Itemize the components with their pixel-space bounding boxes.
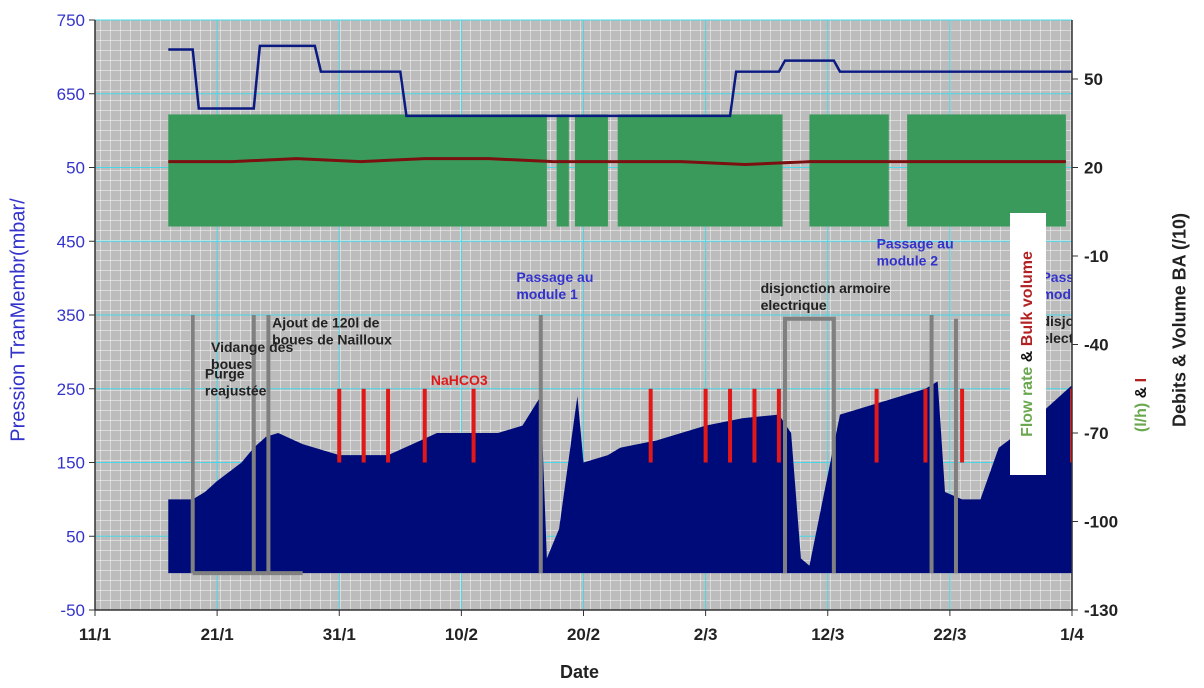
legend-flow-rate: Flow rate <box>1019 366 1036 437</box>
annotation-line: disjonction armoire <box>761 280 891 296</box>
y-left-tick-label: 50 <box>66 159 85 178</box>
annotation-nahco3: NaHCO3 <box>431 372 488 388</box>
legend-amp-2: & <box>1133 386 1150 399</box>
bulk-volume-line <box>168 157 1066 167</box>
annotation-line: module 2 <box>877 253 939 269</box>
flow-rate-block <box>168 114 547 227</box>
legend: Flow rate & Bulk volume <box>1010 213 1046 475</box>
x-tick-label: 20/2 <box>567 625 600 644</box>
y-left-tick-label: 250 <box>57 380 85 399</box>
y-right-tick-label: -40 <box>1084 336 1109 355</box>
annotation-disjonction1: disjonction armoire electrique <box>761 280 891 313</box>
annotation-line: NaHCO3 <box>431 372 488 388</box>
y-axis-left-title-wrap: Pression TranMembr(mbar/ <box>2 20 36 620</box>
x-tick-label: 21/1 <box>201 625 234 644</box>
annotation-line: electrique <box>1041 330 1107 346</box>
disjonction-frame <box>783 316 836 574</box>
y-axis-right-title-wrap: Debits & Volume BA (/10) <box>1160 100 1200 540</box>
flow-rate-block <box>617 114 783 227</box>
pressure-area <box>168 381 1072 574</box>
annotation-disjonction2: disjonction arm electrique <box>1041 313 1145 346</box>
x-tick-label: 12/3 <box>811 625 844 644</box>
y-left-tick-label: 650 <box>57 85 85 104</box>
y-left-tick-label: -50 <box>60 601 85 620</box>
annotation-passage1b: Passage au module 1 <box>1041 269 1118 302</box>
y-left-tick-label: 150 <box>57 454 85 473</box>
y-right-tick-label: 20 <box>1084 159 1103 178</box>
annotation-line: boues de Nailloux <box>272 332 392 348</box>
flow-rate-block <box>907 114 1066 227</box>
legend-bulk-volume: Bulk volume <box>1019 251 1036 347</box>
annotation-line: reajustée <box>205 382 267 398</box>
annotation-passage2: Passage au module 2 <box>877 236 954 269</box>
annotation-line: module 1 <box>1041 286 1103 302</box>
x-tick-label: 31/1 <box>323 625 356 644</box>
x-tick-label: 22/3 <box>933 625 966 644</box>
legend-amp-1: & <box>1019 350 1036 363</box>
y-right-tick-label: -70 <box>1084 424 1109 443</box>
x-tick-label: 11/1 <box>79 625 111 644</box>
level-line <box>168 44 1072 118</box>
x-tick-label: 1/4 <box>1060 625 1084 644</box>
annotation-purge: Purge reajustée <box>205 365 267 398</box>
annotation-line: module 1 <box>516 286 578 302</box>
y-left-tick-label: 350 <box>57 306 85 325</box>
y-right-tick-label: -130 <box>1084 601 1118 620</box>
legend-unit-lh: (l/h) <box>1133 402 1150 433</box>
annotation-line: electrique <box>761 297 827 313</box>
x-tick-label: 2/3 <box>694 625 718 644</box>
annotation-line: Vidange des <box>211 339 293 355</box>
y-axis-right-title: Debits & Volume BA (/10) <box>1169 212 1190 428</box>
y-right-tick-label: -100 <box>1084 513 1118 532</box>
y-left-tick-label: 750 <box>57 11 85 30</box>
flow-rate-block <box>574 114 608 227</box>
flow-rate-block <box>809 114 889 227</box>
annotation-line: Passage au <box>1041 269 1118 285</box>
y-axis-left-title: Pression TranMembr(mbar/ <box>7 198 30 442</box>
annotation-line: Purge <box>205 365 245 381</box>
flow-rate-block <box>556 114 569 227</box>
annotation-line: boues <box>211 356 252 372</box>
annotation-line: Passage au <box>877 236 954 252</box>
y-right-tick-label: -10 <box>1084 247 1109 266</box>
legend-units: (l/h) & I <box>1126 260 1158 550</box>
legend-i: I <box>1133 377 1150 383</box>
y-left-tick-label: 450 <box>57 232 85 251</box>
annotation-ajout: Ajout de 120l de boues de Nailloux <box>272 315 392 348</box>
annotation-line: Passage au <box>516 269 593 285</box>
annotation-vidange: Vidange des boues <box>211 339 293 372</box>
x-tick-label: 10/2 <box>445 625 478 644</box>
annotation-line: disjonction arm <box>1041 313 1145 329</box>
annotation-line: Ajout de 120l de <box>272 315 380 331</box>
y-left-tick-label: 50 <box>66 527 85 546</box>
y-right-tick-label: 50 <box>1084 70 1103 89</box>
annotation-passage1a: Passage au module 1 <box>516 269 593 302</box>
x-axis-title: Date <box>560 662 600 682</box>
